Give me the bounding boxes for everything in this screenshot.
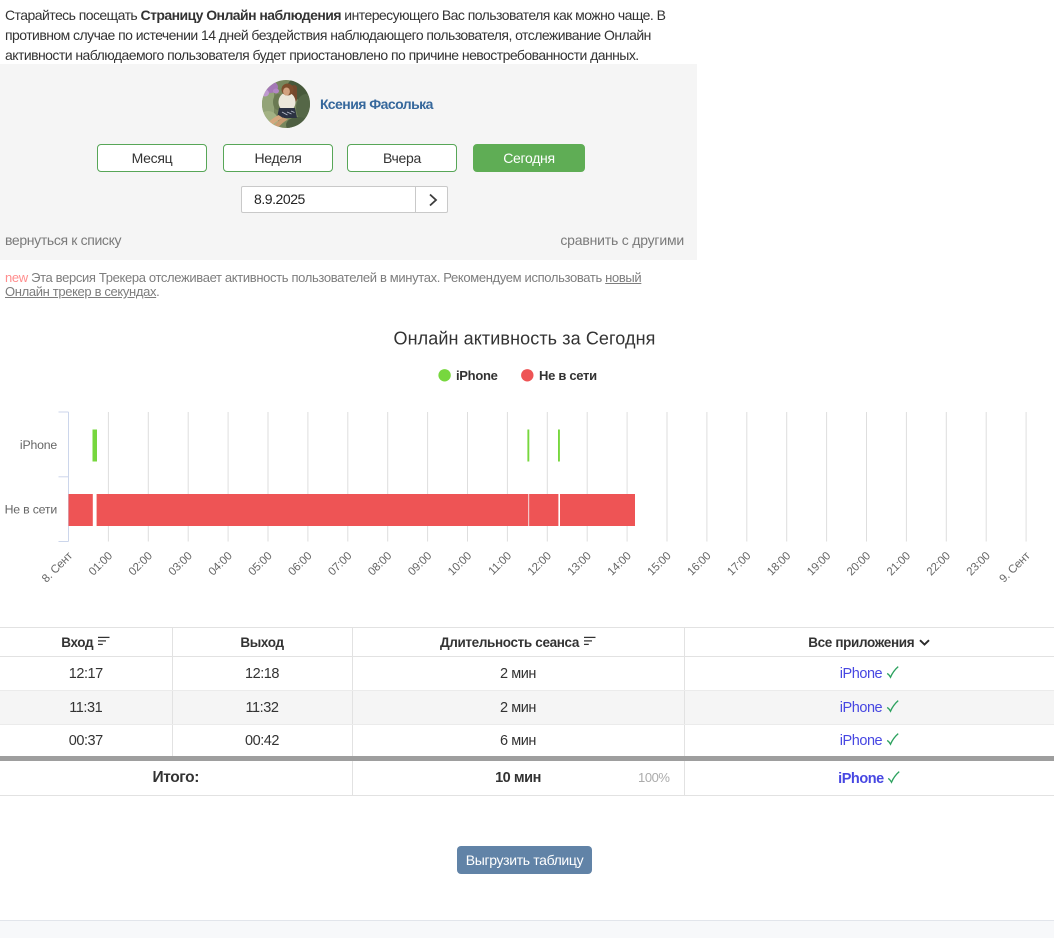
svg-text:22:00: 22:00: [925, 550, 953, 578]
svg-text:10:00: 10:00: [446, 550, 474, 578]
svg-text:8. Сент: 8. Сент: [40, 549, 76, 585]
svg-text:15:00: 15:00: [645, 550, 673, 578]
svg-text:02:00: 02:00: [127, 550, 155, 578]
svg-text:16:00: 16:00: [685, 550, 713, 578]
svg-text:08:00: 08:00: [366, 550, 394, 578]
svg-text:Не в сети: Не в сети: [539, 368, 597, 383]
svg-text:19:00: 19:00: [805, 550, 833, 578]
svg-text:21:00: 21:00: [885, 550, 913, 578]
svg-text:09:00: 09:00: [406, 550, 434, 578]
svg-text:03:00: 03:00: [167, 550, 195, 578]
svg-text:23:00: 23:00: [965, 550, 993, 578]
svg-text:Не в сети: Не в сети: [5, 503, 58, 517]
svg-text:05:00: 05:00: [246, 550, 274, 578]
svg-text:20:00: 20:00: [845, 550, 873, 578]
svg-text:06:00: 06:00: [286, 550, 314, 578]
svg-text:14:00: 14:00: [606, 550, 634, 578]
svg-text:01:00: 01:00: [87, 550, 115, 578]
svg-text:18:00: 18:00: [765, 550, 793, 578]
svg-text:Онлайн активность за Сегодня: Онлайн активность за Сегодня: [393, 329, 655, 349]
svg-text:17:00: 17:00: [725, 550, 753, 578]
svg-text:07:00: 07:00: [326, 550, 354, 578]
svg-text:iPhone: iPhone: [20, 438, 57, 452]
svg-text:iPhone: iPhone: [456, 368, 498, 383]
svg-text:9. Сент: 9. Сент: [998, 549, 1034, 585]
svg-text:13:00: 13:00: [566, 550, 594, 578]
svg-text:11:00: 11:00: [486, 550, 514, 578]
svg-text:12:00: 12:00: [526, 550, 554, 578]
svg-text:04:00: 04:00: [207, 550, 235, 578]
